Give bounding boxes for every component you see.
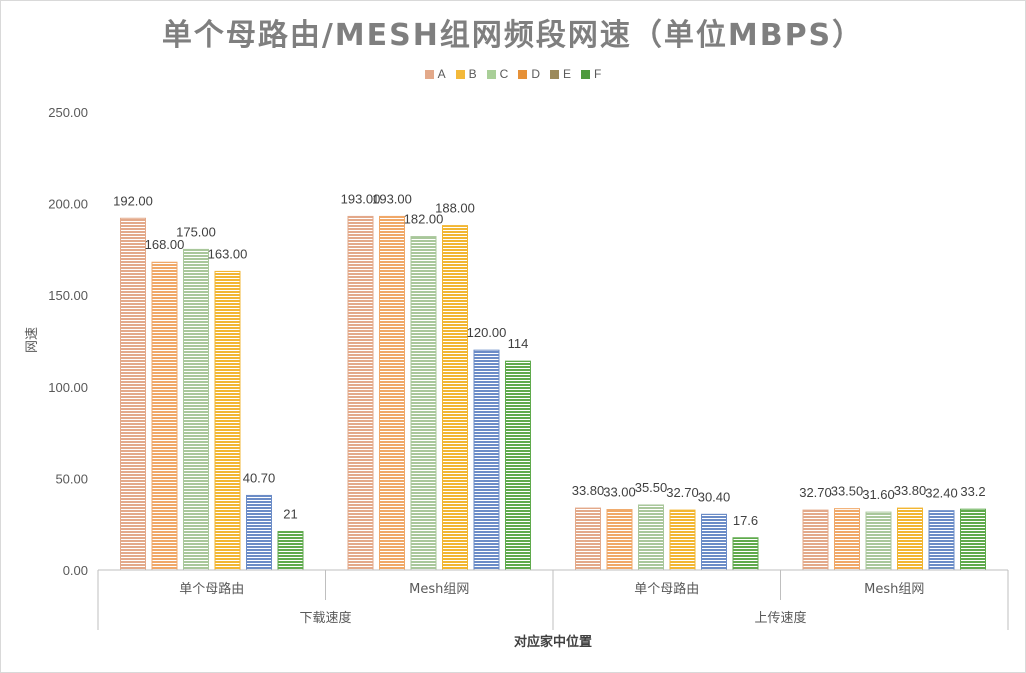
data-label: 21 (283, 507, 297, 522)
bar-d (442, 225, 468, 571)
bar-e (701, 513, 727, 571)
data-label: 193.00 (372, 191, 412, 206)
bar-a (347, 215, 374, 571)
legend-item-f: F (581, 67, 601, 81)
data-label: 168.00 (145, 237, 185, 252)
x-axis-label: 对应家中位置 (514, 634, 592, 650)
data-label: 32.40 (925, 486, 958, 501)
data-label: 17.6 (733, 513, 758, 528)
data-label: 192.00 (113, 193, 153, 208)
bar-b (379, 215, 405, 571)
bar-b (151, 261, 178, 571)
bar-e (473, 349, 500, 571)
bar-f (505, 360, 531, 571)
bar-c (183, 248, 209, 571)
y-tick-label: 100.00 (48, 380, 88, 395)
y-axis-label: 网速 (25, 327, 40, 353)
legend-swatch (518, 69, 528, 79)
legend-label: A (437, 67, 446, 81)
data-label: 30.40 (698, 489, 731, 504)
legend-swatch (486, 69, 496, 79)
data-label: 182.00 (404, 212, 444, 227)
y-tick-label: 0.00 (63, 563, 88, 578)
bar-a (120, 217, 146, 571)
data-label: 188.00 (435, 201, 475, 216)
bar-a (802, 509, 829, 571)
bar-d (897, 507, 923, 571)
bar-c (410, 236, 437, 571)
legend-swatch (581, 69, 591, 79)
legend-label: F (594, 67, 602, 81)
bar-c (865, 511, 892, 571)
legend-label: D (531, 67, 540, 81)
legend: A B C D E F (0, 67, 1026, 81)
y-tick-label: 50.00 (55, 471, 88, 486)
bar-f (277, 531, 304, 571)
data-label: 114 (508, 336, 529, 351)
legend-label: C (499, 67, 509, 81)
category-label: Mesh组网 (864, 582, 924, 597)
data-label: 33.50 (831, 484, 864, 499)
legend-item-b: B (455, 67, 477, 81)
bar-a (575, 507, 601, 571)
y-tick-label: 150.00 (48, 288, 88, 303)
data-label: 163.00 (208, 246, 248, 261)
y-tick-label: 250.00 (48, 105, 88, 120)
data-label: 193.00 (341, 191, 381, 206)
legend-item-e: E (550, 67, 571, 81)
bar-e (928, 510, 955, 571)
group-label: 下载速度 (299, 610, 351, 626)
bar-d (669, 509, 696, 571)
category-label: 单个母路由 (179, 581, 244, 597)
bar-c (638, 504, 664, 571)
bar-f (732, 537, 759, 571)
data-label: 33.80 (894, 483, 927, 498)
data-label: 31.60 (862, 487, 895, 502)
group-label: 上传速度 (754, 610, 806, 626)
data-label: 32.70 (666, 485, 699, 500)
data-label: 175.00 (176, 224, 216, 239)
data-label: 40.70 (243, 470, 276, 485)
category-label: 单个母路由 (634, 581, 699, 597)
legend-item-d: D (518, 67, 540, 81)
bar-b (606, 509, 633, 571)
bar-b (834, 508, 860, 571)
bar-f (960, 508, 986, 571)
legend-label: E (563, 67, 572, 81)
chart-title: 单个母路由/MESH组网频段网速（单位MBPS） (161, 18, 865, 53)
data-label: 33.00 (603, 485, 636, 500)
bar-d (214, 270, 241, 571)
bar-e (246, 494, 272, 571)
bars (120, 215, 986, 571)
legend-item-a: A (424, 67, 446, 81)
y-axis: 0.00 50.00 100.00 150.00 200.00 250.00 (48, 105, 88, 578)
data-label: 33.2 (960, 484, 985, 499)
data-label: 35.50 (635, 480, 668, 495)
category-label: Mesh组网 (409, 582, 469, 597)
legend-item-c: C (486, 67, 509, 81)
legend-swatch (455, 69, 465, 79)
legend-swatch (550, 69, 559, 79)
data-label: 33.80 (572, 483, 605, 498)
legend-label: B (468, 67, 477, 81)
y-tick-label: 200.00 (48, 197, 88, 212)
data-label: 120.00 (467, 325, 507, 340)
data-label: 32.70 (799, 485, 832, 500)
legend-swatch (424, 69, 434, 79)
